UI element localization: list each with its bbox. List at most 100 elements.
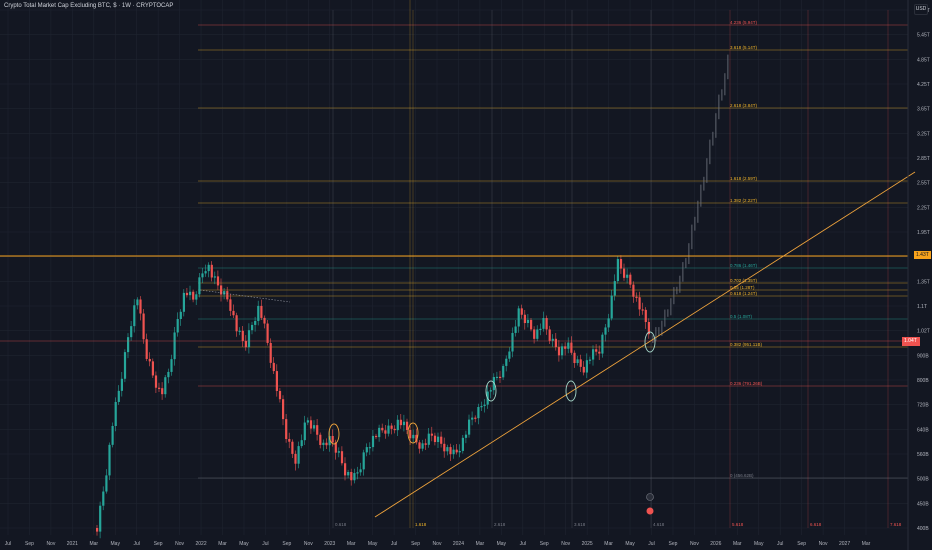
candle-body — [424, 443, 427, 445]
candle-body — [474, 417, 477, 419]
x-tick-label: Mar — [218, 541, 227, 547]
candle-body — [127, 337, 130, 353]
candle-body — [567, 342, 570, 349]
dividend-marker[interactable] — [646, 507, 654, 515]
candle-body — [356, 472, 359, 474]
candle-body — [114, 401, 117, 426]
candle-body — [285, 419, 288, 440]
x-tick-label: May — [368, 541, 378, 547]
fib-level-label: 0.236 (791.26B) — [730, 381, 763, 386]
x-tick-label: Mar — [862, 541, 871, 547]
fib-level-label: 0.702 (1.35T) — [730, 278, 758, 283]
candle-body — [176, 319, 179, 333]
candle-series — [96, 255, 650, 539]
x-tick-label: 2025 — [582, 541, 593, 547]
cycle-marker-label: 6.618 — [810, 522, 822, 527]
fib-level-label: 0.382 (951.11B) — [730, 342, 762, 347]
candle-body — [430, 433, 433, 436]
candle-body — [384, 430, 387, 434]
fib-level-label: 0.786 (1.46T) — [730, 263, 758, 268]
highlight-circle — [644, 331, 656, 353]
projection-bar — [709, 139, 711, 165]
candle-body — [523, 314, 526, 324]
candle-body — [427, 433, 430, 445]
candle-body — [226, 291, 229, 300]
candle-body — [179, 311, 182, 320]
candle-body — [359, 469, 362, 473]
candle-body — [536, 329, 539, 339]
y-tick-label: 3.65T — [917, 107, 930, 113]
candle-body — [458, 450, 461, 453]
y-tick-label: 2.55T — [917, 181, 930, 187]
candle-body — [616, 259, 619, 282]
projection-bar — [685, 258, 687, 269]
candle-body — [148, 358, 151, 362]
x-tick-label: Jul — [133, 541, 139, 547]
candle-body — [158, 387, 161, 389]
candle-body — [189, 291, 192, 296]
projection-bar — [679, 275, 681, 293]
candle-body — [433, 435, 437, 443]
x-tick-label: Nov — [690, 541, 699, 547]
candle-body — [232, 310, 235, 316]
fib-extension: 4.236 (5.94T) 3.618 (5.14T) 2.618 (3.84T) 1… — [198, 20, 908, 479]
x-tick-label: 2027 — [839, 541, 850, 547]
y-tick-label: 400B — [917, 526, 929, 532]
candle-body — [508, 351, 511, 359]
candle-body — [526, 319, 530, 324]
x-tick-label: May — [754, 541, 764, 547]
candle-body — [393, 428, 396, 431]
candle-body — [269, 342, 272, 363]
projection-bar — [682, 262, 684, 282]
candle-body — [446, 447, 449, 452]
candle-body — [216, 276, 220, 286]
candle-body — [554, 338, 557, 348]
projection-bar — [667, 309, 669, 317]
fib-level-label: 0 (456.62B) — [730, 473, 754, 478]
x-tick-label: Nov — [175, 541, 184, 547]
candle-body — [319, 434, 322, 445]
x-tick-label: Jul — [777, 541, 783, 547]
event-marker[interactable] — [646, 493, 654, 501]
candle-body — [499, 376, 502, 379]
y-axis: 6.25T5.45T4.85T4.25T3.65T3.25T2.85T2.55T… — [907, 0, 930, 550]
y-tick-label: 3.25T — [917, 131, 930, 137]
candle-body — [387, 425, 390, 434]
candle-body — [238, 330, 241, 332]
x-tick-label: Nov — [46, 541, 55, 547]
y-tick-label: 4.85T — [917, 57, 930, 63]
candle-body — [247, 330, 251, 348]
candle-body — [415, 434, 418, 443]
projection-bar — [670, 298, 672, 316]
x-tick-label: Sep — [797, 541, 806, 547]
candle-body — [371, 435, 375, 448]
candle-body — [440, 436, 443, 444]
x-tick-label: Jul — [391, 541, 397, 547]
candle-body — [545, 318, 548, 330]
projection-path — [652, 54, 729, 343]
candle-body — [260, 305, 263, 318]
candle-body — [337, 451, 340, 453]
x-tick-label: Mar — [604, 541, 613, 547]
current-price-badge: 1.04T — [902, 337, 920, 346]
candle-body — [533, 329, 536, 339]
candle-body — [164, 377, 167, 395]
candle-body — [480, 406, 483, 408]
candle-body — [251, 324, 254, 331]
x-tick-label: Sep — [25, 541, 34, 547]
x-tick-label: Nov — [304, 541, 313, 547]
x-axis: Jul Sep Nov 2021 Mar May Jul Sep Nov 2022 Mar May Ju… — [5, 541, 871, 547]
candle-body — [195, 294, 198, 300]
candle-body — [381, 427, 384, 431]
projection-bar — [661, 320, 663, 336]
candle-body — [378, 427, 381, 438]
candle-body — [170, 359, 173, 372]
x-tick-label: Sep — [411, 541, 420, 547]
candle-body — [530, 319, 533, 330]
x-tick-label: Mar — [733, 541, 742, 547]
currency-selector[interactable]: USD — [914, 4, 928, 15]
candle-body — [604, 327, 607, 335]
candle-body — [263, 317, 266, 324]
candle-body — [402, 421, 406, 426]
